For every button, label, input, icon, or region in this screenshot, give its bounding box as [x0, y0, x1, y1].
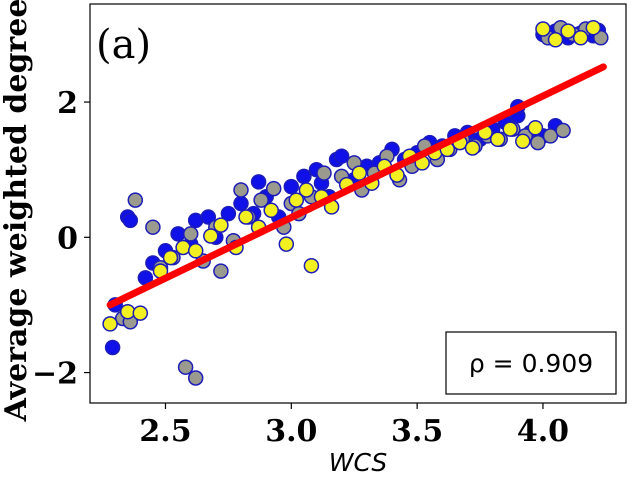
- x-tick-label: 4.0: [517, 414, 569, 449]
- data-point: [263, 202, 279, 219]
- data-point: [560, 23, 576, 39]
- data-point: [250, 174, 267, 190]
- data-point: [162, 249, 179, 266]
- data-point: [119, 303, 136, 320]
- data-point: [535, 21, 551, 37]
- data-point: [502, 121, 518, 137]
- x-tick-label: 2.5: [139, 414, 191, 449]
- data-point: [122, 212, 139, 229]
- fit-line: [106, 63, 607, 309]
- data-point: [203, 228, 219, 244]
- correlation-box: [445, 331, 617, 395]
- data-point: [515, 133, 531, 150]
- panel-label: (a): [96, 22, 151, 68]
- x-axis-ticks: 2.5 3.0 3.5 4.0: [139, 403, 569, 449]
- data-point: [298, 182, 315, 198]
- data-point: [278, 236, 295, 252]
- data-point: [253, 192, 269, 208]
- x-tick-label: 3.0: [265, 414, 317, 449]
- data-point: [585, 19, 602, 36]
- data-point: [220, 205, 237, 222]
- data-point: [351, 165, 368, 181]
- data-point: [145, 219, 161, 235]
- x-axis-label: WCS: [329, 448, 388, 477]
- data-point: [127, 192, 144, 208]
- data-point: [187, 370, 204, 386]
- axes-frame: [89, 3, 627, 404]
- data-point: [233, 182, 249, 198]
- data-point: [265, 180, 282, 197]
- data-point: [303, 257, 320, 274]
- data-point: [527, 120, 544, 136]
- data-point: [175, 239, 191, 256]
- data-point: [530, 134, 546, 151]
- y-tick-label: −2: [32, 357, 78, 392]
- correlation-annotation: ρ = 0.909: [469, 349, 593, 378]
- data-point: [555, 122, 571, 139]
- data-point: [177, 359, 194, 375]
- data-point: [200, 209, 217, 225]
- data-point: [283, 178, 300, 195]
- y-axis-ticks: −2 0 2: [32, 86, 90, 392]
- y-tick-label: 0: [57, 221, 78, 256]
- data-point: [542, 128, 559, 144]
- x-tick-label: 3.5: [391, 414, 443, 449]
- data-point: [102, 316, 118, 332]
- data-point: [187, 243, 204, 259]
- data-point: [187, 212, 204, 229]
- data-point: [547, 32, 564, 48]
- data-point: [296, 168, 312, 185]
- data-point: [233, 195, 249, 212]
- data-point: [182, 226, 199, 242]
- data-point: [132, 305, 149, 321]
- scatter-points: [102, 19, 609, 386]
- data-point: [572, 30, 589, 46]
- data-point: [213, 217, 229, 233]
- data-point: [288, 192, 305, 208]
- data-point: [489, 131, 506, 148]
- data-point: [213, 263, 229, 279]
- data-point: [316, 165, 332, 181]
- data-point: [464, 140, 481, 156]
- y-axis-label: Average weighted degree: [0, 0, 34, 422]
- data-point: [238, 209, 254, 225]
- data-point: [333, 148, 350, 164]
- data-point: [104, 339, 121, 356]
- y-tick-label: 2: [57, 86, 78, 121]
